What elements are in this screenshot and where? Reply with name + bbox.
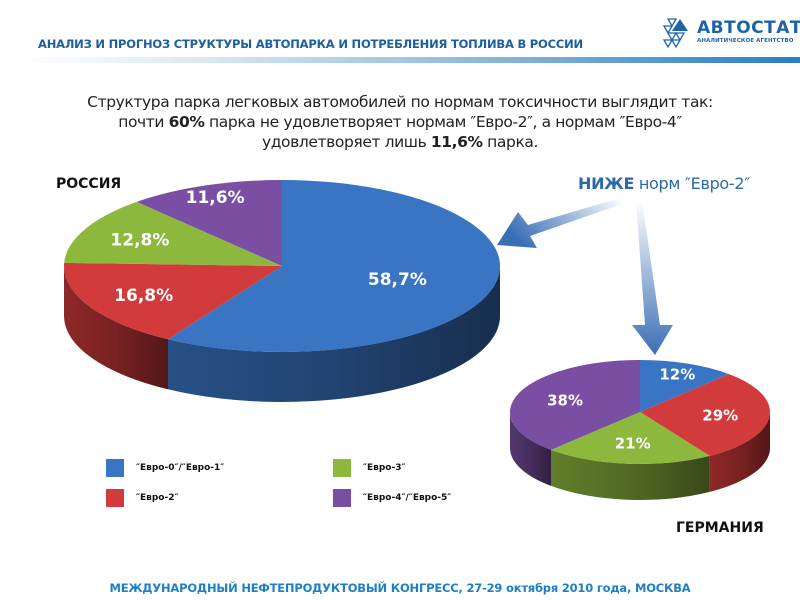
germany-label: ГЕРМАНИЯ [676,520,764,536]
pie-slice [63,262,282,340]
pie-slice [640,374,771,456]
arrow-to-germany-icon [632,200,673,355]
callout-text: НИЖЕ норм ″Евро-2″ [578,174,750,193]
pie-slice-label: 11,6% [186,188,245,208]
pie-slice-label: 12% [659,366,695,384]
lead-line-3: удовлетворяет лишь 11,6% парка. [261,133,539,151]
legend-item-euro3: ″Евро-3″ [333,459,406,477]
logo-tagline: АНАЛИТИЧЕСКОЕ АГЕНТСТВО [697,38,794,44]
pie-slice-label: 21% [615,434,651,452]
avtostat-logo-icon [662,18,688,49]
pie-slice [509,360,640,450]
lead-text: Структура парка легковых автомобилей по … [60,92,740,152]
lead-line-1: Структура парка легковых автомобилей по … [87,93,713,111]
germany-pie: 12% 29% 21% 38% [509,360,771,501]
pie-slice [167,179,500,352]
logo-name: АВТОСТАТ [697,18,800,38]
pie-slice-label: 29% [702,406,738,424]
legend-item-euro0-1: ″Евро-0″/″Евро-1″ [106,459,224,477]
pie-slice-label: 38% [547,391,583,409]
pie-slice [551,412,710,464]
pie-slice [136,180,282,266]
pie-slice-label: 12,8% [110,231,169,251]
lead-line-2: почти 60% парка не удовлетворяет нормам … [118,113,682,131]
legend-swatch [106,459,124,477]
legend-item-euro4-5: ″Евро-4″/″Евро-5″ [333,489,451,507]
russia-label: РОССИЯ [56,176,122,192]
footer-text: МЕЖДУНАРОДНЫЙ НЕФТЕПРОДУКТОВЫЙ КОНГРЕСС,… [109,581,691,595]
legend-item-euro2: ″Евро-2″ [106,489,179,507]
legend-swatch [333,459,351,477]
header-gradient-bar [20,57,800,63]
legend-swatch [106,489,124,507]
pie-slice-label: 58,7% [368,270,427,290]
pie-slice-label: 16,8% [114,286,173,306]
legend-swatch [333,489,351,507]
pie-slice [64,201,282,266]
pie-slice [640,360,729,412]
arrow-to-russia-icon [497,198,622,248]
slide-title: АНАЛИЗ И ПРОГНОЗ СТРУКТУРЫ АВТОПАРКА И П… [38,37,583,51]
russia-pie: 58,7% 16,8% 12,8% 11,6% [63,179,500,402]
